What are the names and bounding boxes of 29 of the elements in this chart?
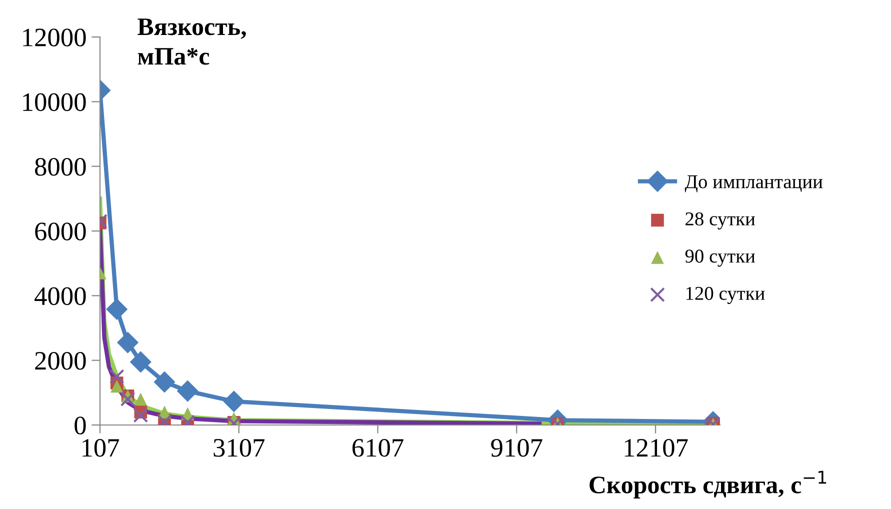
point [130,351,152,372]
x-axis-title: Скорость сдвига, с$^{−1}$ [590,470,826,498]
y-tick-label: 0 [74,416,86,434]
legend-label: 28 сутки [686,212,756,230]
point [134,392,148,406]
point [120,392,136,407]
y-axis-title: Вязкость, мПа*с [138,18,246,65]
point [109,369,124,384]
x-tick-label: 9107 [491,438,542,457]
y-tick-label: 12000 [23,28,86,46]
y-tick-label: 10000 [23,93,86,112]
x-tick-label: 12107 [624,438,688,457]
x-tick-label: 3107 [214,438,265,457]
x-tick-label: 107 [82,438,120,457]
point [223,390,244,412]
point [133,408,148,423]
y-tick-label: 8000 [35,158,86,176]
legend-label: 90 сутки [685,250,756,267]
y-tick-label: 4000 [34,287,86,306]
point [117,332,138,354]
point [110,380,124,393]
legend-label: До имплантации [684,175,823,192]
point [106,298,128,320]
x-tick-label: 6107 [352,438,404,457]
y-tick-label: 6000 [35,222,86,240]
legend-label: 120 сутки [686,286,765,304]
point [177,380,198,402]
y-tick-label: 2000 [35,352,86,370]
point [154,371,175,393]
